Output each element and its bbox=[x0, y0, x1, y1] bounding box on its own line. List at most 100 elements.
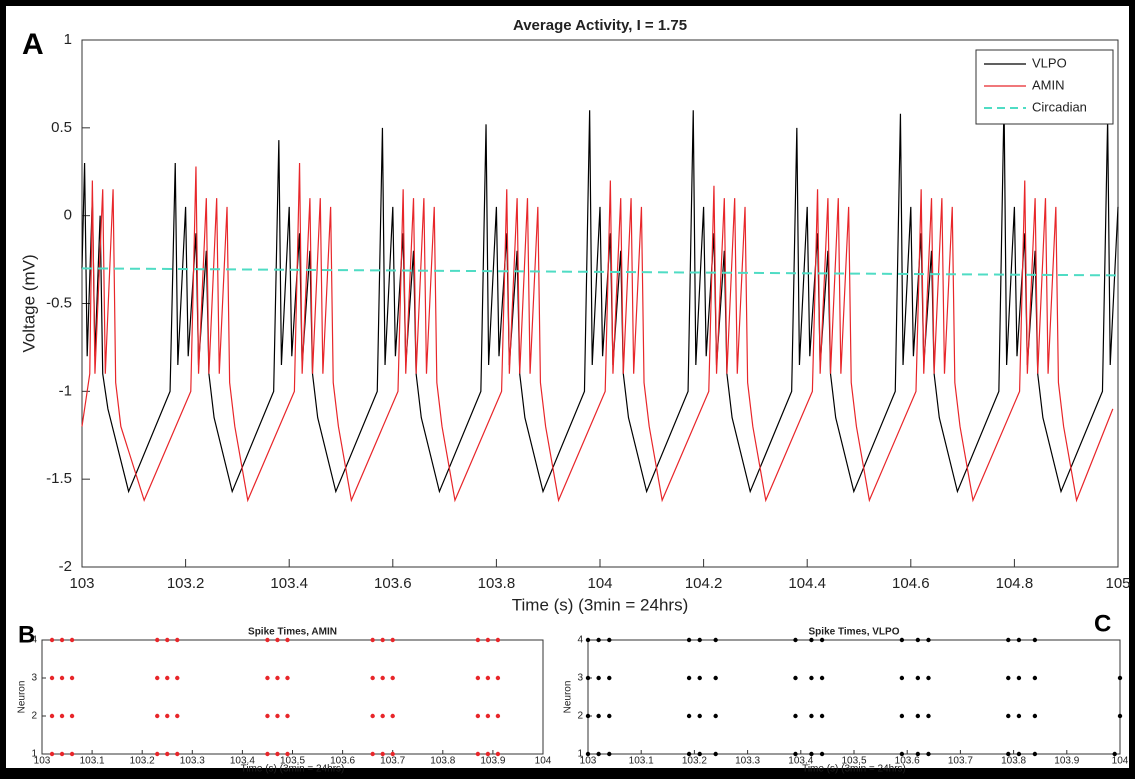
series-line bbox=[81, 101, 1119, 494]
spike-dot bbox=[926, 713, 931, 719]
x-tick-label: 103.4 bbox=[788, 756, 813, 767]
x-tick-label: 104 bbox=[587, 575, 612, 592]
spike-dot bbox=[686, 751, 692, 757]
spike-dot bbox=[915, 751, 921, 757]
spike-dot bbox=[585, 713, 591, 719]
spike-dot bbox=[475, 713, 481, 719]
spike-dot bbox=[390, 637, 395, 643]
spike-dot bbox=[809, 637, 814, 643]
spike-dot bbox=[1006, 751, 1011, 757]
spike-dot bbox=[275, 637, 280, 643]
y-tick-label: 3 bbox=[31, 673, 37, 684]
spike-dot bbox=[275, 675, 280, 681]
spike-dot bbox=[899, 751, 905, 757]
spike-dot bbox=[607, 751, 612, 757]
spike-dot bbox=[155, 637, 160, 643]
y-tick-label: 4 bbox=[31, 635, 37, 646]
spike-dot bbox=[809, 675, 814, 681]
y-tick-label: 3 bbox=[577, 673, 583, 684]
x-tick-label: 103.8 bbox=[478, 575, 516, 592]
spike-dot bbox=[59, 751, 65, 757]
plot-area bbox=[587, 639, 1121, 755]
spike-dot bbox=[285, 751, 290, 757]
spike-dot bbox=[155, 751, 160, 757]
spike-dot bbox=[475, 751, 481, 757]
spike-dot bbox=[899, 675, 905, 681]
y-tick-label: 1 bbox=[577, 749, 583, 760]
x-axis-label: Time (s) (3min = 24hrs) bbox=[512, 595, 688, 614]
x-tick-label: 103.8 bbox=[1001, 756, 1026, 767]
spike-dot bbox=[485, 713, 491, 719]
plot-area bbox=[81, 39, 1119, 568]
y-axis-label: Neuron bbox=[17, 681, 28, 714]
spike-dot bbox=[607, 713, 612, 719]
spike-dot bbox=[495, 675, 501, 681]
spike-dot bbox=[585, 751, 591, 757]
spike-dot bbox=[793, 751, 798, 757]
spike-dot bbox=[1032, 713, 1038, 719]
x-tick-label: 103.6 bbox=[374, 575, 412, 592]
spike-dot bbox=[713, 751, 718, 757]
spike-dot bbox=[285, 637, 290, 643]
spike-dot bbox=[713, 675, 718, 681]
series-line bbox=[81, 267, 1119, 277]
spike-dot bbox=[1032, 637, 1038, 643]
spike-dot bbox=[819, 675, 825, 681]
x-tick-label: 103.4 bbox=[230, 756, 255, 767]
panel-label: A bbox=[22, 28, 44, 61]
spike-dot bbox=[1016, 637, 1022, 643]
y-axis-label: Voltage (mV) bbox=[19, 254, 38, 352]
spike-dot bbox=[265, 675, 270, 681]
x-tick-label: 104.2 bbox=[685, 575, 723, 592]
y-tick-label: -0.5 bbox=[46, 294, 72, 311]
spike-dot bbox=[275, 751, 280, 757]
spike-dot bbox=[69, 637, 75, 643]
legend-label: AMIN bbox=[1032, 77, 1065, 92]
x-tick-label: 103.1 bbox=[629, 756, 654, 767]
y-tick-label: 4 bbox=[577, 635, 583, 646]
spike-dot bbox=[49, 713, 55, 719]
spike-dot bbox=[1117, 675, 1123, 681]
y-tick-label: 2 bbox=[31, 711, 37, 722]
spike-dot bbox=[175, 675, 180, 681]
y-tick-label: 1 bbox=[64, 31, 72, 48]
spike-dot bbox=[793, 713, 798, 719]
x-tick-label: 103.5 bbox=[280, 756, 305, 767]
legend-label: Circadian bbox=[1032, 99, 1087, 114]
spike-dot bbox=[390, 751, 395, 757]
x-axis-label: Time (s) (3min = 24hrs) bbox=[241, 764, 345, 774]
x-tick-label: 103 bbox=[69, 575, 94, 592]
spike-dot bbox=[475, 675, 481, 681]
spike-dot bbox=[69, 713, 75, 719]
spike-dot bbox=[390, 675, 395, 681]
spike-dot bbox=[926, 751, 931, 757]
spike-dot bbox=[697, 637, 702, 643]
spike-dot bbox=[793, 675, 798, 681]
spike-dot bbox=[175, 637, 180, 643]
spike-dot bbox=[275, 713, 280, 719]
spike-dot bbox=[915, 713, 921, 719]
x-tick-label: 103.8 bbox=[430, 756, 455, 767]
series-line bbox=[81, 162, 1114, 503]
x-tick-label: 103.3 bbox=[735, 756, 760, 767]
spike-dot bbox=[899, 637, 905, 643]
spike-dot bbox=[915, 637, 921, 643]
x-tick-label: 103.4 bbox=[270, 575, 308, 592]
spike-dot bbox=[819, 713, 825, 719]
x-tick-label: 103.9 bbox=[480, 756, 505, 767]
spike-dot bbox=[899, 713, 905, 719]
spike-dot bbox=[49, 675, 55, 681]
spike-dot bbox=[809, 751, 814, 757]
spike-dot bbox=[485, 751, 491, 757]
y-tick-label: -1.5 bbox=[46, 470, 72, 487]
x-tick-label: 103.2 bbox=[682, 756, 707, 767]
spike-dot bbox=[265, 751, 270, 757]
spike-dot bbox=[69, 751, 75, 757]
x-tick-label: 103.6 bbox=[330, 756, 355, 767]
y-tick-label: 0 bbox=[64, 207, 72, 224]
spike-dot bbox=[585, 637, 591, 643]
spike-dot bbox=[1032, 751, 1038, 757]
spike-dot bbox=[713, 713, 718, 719]
spike-dot bbox=[495, 637, 501, 643]
spike-dot bbox=[370, 751, 375, 757]
